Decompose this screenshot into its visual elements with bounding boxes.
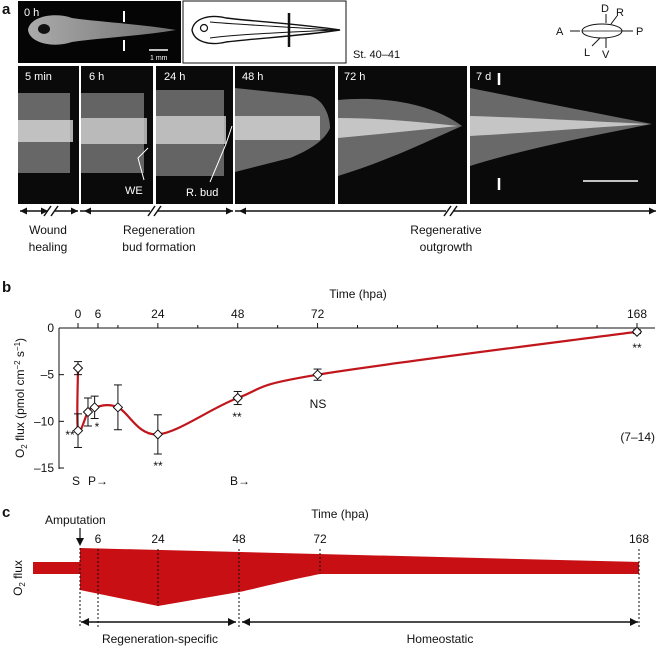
panel-c-tick: 72 — [313, 532, 327, 546]
stage-marker-b: B→ — [230, 474, 250, 488]
x-tick-label: 6 — [95, 307, 102, 321]
axis-l-label: L — [584, 47, 590, 59]
phase-homeostatic: Homeostatic — [407, 632, 474, 646]
frame-6h: 6 h WE — [81, 66, 153, 204]
panel-c-letter: c — [2, 504, 10, 521]
phase-arrows — [20, 205, 656, 217]
rbud-annotation: R. bud — [186, 187, 218, 199]
y-tick-label: –15 — [34, 461, 54, 475]
panel-c-phase-arrows — [81, 618, 638, 626]
significance-label: ** — [632, 341, 642, 355]
data-point — [72, 362, 84, 374]
significance-label: NS — [310, 397, 327, 411]
frame-label: 7 d — [476, 71, 491, 83]
data-point — [89, 402, 100, 413]
axis-r-label: R — [616, 7, 624, 19]
frame-7d: 7 d — [470, 66, 656, 204]
phase-label: Regenerative — [410, 223, 482, 237]
axis-a-label: A — [556, 26, 564, 38]
flux-series-line — [76, 330, 638, 436]
axis-p-label: P — [636, 26, 643, 38]
x-tick-label: 168 — [627, 307, 647, 321]
frame-label: 48 h — [242, 71, 263, 83]
significance-label: ** — [232, 410, 242, 424]
y-tick-label: –10 — [34, 414, 54, 428]
flux-schematic-fill — [33, 548, 639, 606]
axis-d-label: D — [601, 3, 609, 15]
data-point — [312, 369, 323, 380]
frame-label: 72 h — [344, 71, 365, 83]
y-tick-label: 0 — [47, 321, 54, 335]
panel-c-tick: 48 — [232, 532, 246, 546]
sample-size-label: (7–14) — [620, 430, 655, 444]
stage-marker-p: P→ — [88, 474, 108, 488]
phase-label: bud formation — [122, 240, 195, 254]
data-markers — [72, 326, 643, 440]
frame-label: 6 h — [89, 71, 104, 83]
panel-c-y-label: O2 flux — [11, 560, 27, 596]
frame-5min: 5 min — [18, 66, 79, 204]
x-tick-label: 0 — [75, 307, 82, 321]
phase-label: Regeneration — [123, 223, 195, 237]
phase-label: outgrowth — [420, 240, 473, 254]
panel-c-title: Time (hpa) — [311, 507, 369, 521]
tadpole-schematic — [182, 0, 347, 64]
frame-label: 24 h — [164, 71, 185, 83]
x-tick-label: 48 — [231, 307, 245, 321]
x-tick-label: 24 — [151, 307, 165, 321]
plot-frame — [58, 327, 655, 469]
significance-label: ** — [153, 459, 163, 473]
panel-c: c Time (hpa) Amputation 6 24 48 72 168 O… — [2, 504, 649, 646]
scale-label: 1 mm — [150, 55, 168, 62]
frame-72h: 72 h — [338, 66, 467, 204]
frame-label: 5 min — [25, 71, 52, 83]
data-point — [82, 406, 94, 418]
phase-regeneration-specific: Regeneration-specific — [102, 632, 218, 646]
phase-label: Wound — [29, 223, 67, 237]
y-tick-label: –5 — [41, 368, 55, 382]
panel-c-tick: 24 — [151, 532, 165, 546]
top-photo-label: 0 h — [24, 7, 39, 19]
data-point — [631, 326, 643, 337]
stage-label: St. 40–41 — [353, 49, 400, 61]
significance-label: ** — [65, 428, 75, 442]
panel-b-letter: b — [2, 279, 11, 296]
x-axis-title: Time (hpa) — [329, 287, 387, 301]
axis-v-label: V — [602, 49, 610, 61]
amputation-label: Amputation — [45, 513, 106, 527]
panel-a: a 0 h 1 mm St. 40–41 — [2, 0, 656, 254]
y-ticks: 0 –5 –10 –15 — [34, 321, 64, 475]
frame-24h: 24 h R. bud — [156, 66, 233, 204]
panel-a-letter: a — [2, 1, 11, 18]
data-point — [112, 402, 124, 413]
panel-c-tick: 168 — [629, 532, 649, 546]
y-axis-title: O2 flux (pmol cm−2 s−1) — [13, 338, 29, 458]
significance-label: * — [95, 420, 100, 434]
data-point — [152, 429, 164, 440]
frame-48h: 48 h — [235, 66, 335, 204]
we-annotation: WE — [125, 185, 143, 197]
stage-marker-s: S — [72, 474, 80, 488]
panel-b: b Time (hpa) 0 6 24 48 72 168 0–5–10–15 O2 fl… — [2, 279, 655, 488]
x-ticks: 0 6 24 48 72 168 — [75, 307, 647, 328]
data-point — [232, 392, 243, 404]
phase-label: healing — [29, 240, 68, 254]
amputation-arrow-icon — [76, 528, 84, 546]
tadpole-photo: 0 h 1 mm — [18, 1, 181, 63]
panel-c-tick: 6 — [95, 532, 102, 546]
panel-c-dotted-guides — [79, 548, 640, 627]
orientation-axes-icon: A D R P L V — [556, 3, 643, 61]
data-point — [72, 425, 84, 436]
x-tick-label: 72 — [311, 307, 325, 321]
